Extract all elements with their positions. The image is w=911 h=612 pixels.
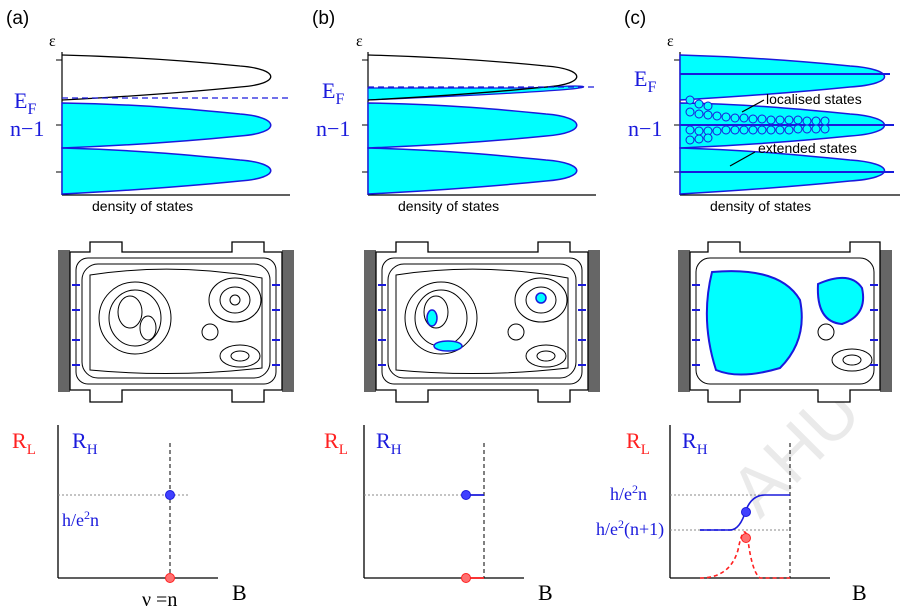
- dos-xlabel-a: density of states: [92, 198, 193, 214]
- epsilon-label-a: ε: [49, 33, 56, 50]
- level-label-b: n−1: [316, 116, 350, 141]
- quantum2-label-c: h/e2(n+1): [596, 517, 664, 540]
- rl-zero-point-b: [461, 573, 471, 583]
- rl-label-a: RL: [12, 428, 36, 458]
- rh-point-c: [741, 507, 751, 517]
- landau-band-n-2-a: [61, 147, 272, 195]
- localised-states-circles: [685, 95, 830, 145]
- resistance-plot-c: RL RH h/e2n h/e2(n+1) B: [596, 425, 867, 605]
- fermi-label-a: EF: [14, 88, 36, 118]
- rl-curve-c: [699, 531, 790, 579]
- rh-plateau-point-a: [165, 490, 175, 500]
- sample-a: [58, 241, 294, 403]
- rh-label-c: RH: [682, 428, 708, 458]
- sample-c: [678, 241, 892, 403]
- dos-xlabel-c: density of states: [710, 198, 811, 214]
- localised-states-label: localised states: [766, 91, 862, 107]
- rh-label-a: RH: [72, 428, 98, 458]
- rl-label-b: RL: [324, 428, 348, 458]
- panel-label-b: (b): [312, 8, 335, 29]
- rl-label-c: RL: [626, 428, 650, 458]
- quantum-label-c: h/e2n: [610, 482, 647, 504]
- panel-b: (b) ε EF n−1 density of states: [312, 8, 600, 605]
- epsilon-label-c: ε: [667, 33, 674, 50]
- rl-point-c: [741, 533, 751, 543]
- panel-label-c: (c): [624, 8, 646, 29]
- landau-band-n-1-a: [61, 102, 272, 149]
- epsilon-label-b: ε: [356, 33, 363, 50]
- rl-zero-point-a: [165, 573, 175, 583]
- rh-label-b: RH: [376, 428, 402, 458]
- landau-band-n-b: [367, 54, 578, 101]
- fermi-label-c: EF: [634, 66, 656, 96]
- b-axis-label-b: B: [538, 580, 553, 605]
- extended-states-label: extended states: [758, 140, 857, 156]
- resistance-plot-a: RL RH h/e2n ν =n B: [12, 425, 247, 611]
- panel-label-a: (a): [6, 8, 29, 29]
- localised-puddle-large: [705, 270, 803, 376]
- fermi-label-b: EF: [322, 78, 344, 108]
- dos-plot-b: ε EF n−1 density of states: [316, 33, 598, 214]
- panel-a: (a) ε EF n−1 density of states: [6, 8, 294, 611]
- panel-c: (c) ε: [596, 8, 900, 605]
- dos-plot-a: ε EF n−1 density of states: [10, 33, 292, 214]
- level-label-c: n−1: [628, 116, 662, 141]
- resistance-plot-b: RL RH B: [324, 425, 553, 605]
- b-axis-label-c: B: [852, 580, 867, 605]
- landau-band-n-2-b: [367, 147, 578, 195]
- landau-band-n-a: [61, 54, 272, 101]
- level-label-a: n−1: [10, 116, 44, 141]
- dos-xlabel-b: density of states: [398, 198, 499, 214]
- sample-b: [364, 241, 600, 403]
- rh-plateau-point-b: [461, 490, 471, 500]
- landau-band-n-1-b: [367, 102, 578, 149]
- filling-label-a: ν =n: [142, 589, 177, 611]
- b-axis-label-a: B: [232, 580, 247, 605]
- quantum-label-a: h/e2n: [62, 508, 99, 530]
- localised-puddle-small: [816, 277, 864, 326]
- dos-plot-c: ε: [628, 33, 900, 214]
